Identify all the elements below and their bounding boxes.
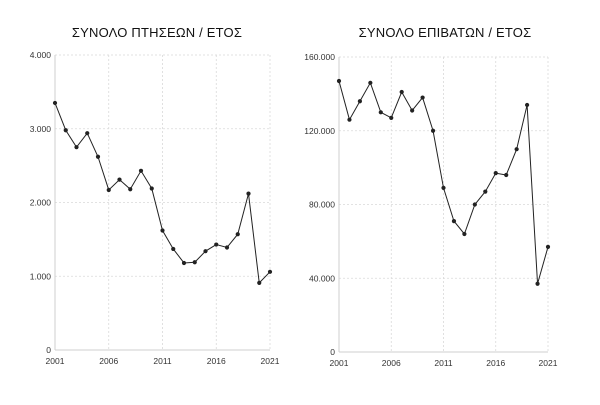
flights-chart-x-ticks: 2001 2006 2011 2016 2021 [46, 356, 280, 366]
flights-chart-data-point [224, 245, 230, 250]
flights-chart-x-tick-label: 2006 [99, 356, 118, 366]
flights-chart-data-point [106, 187, 111, 193]
passengers-chart-data-point [378, 110, 383, 115]
flights-chart-y-tick-label: 4.000 [30, 50, 52, 60]
flights-chart-data-point [235, 232, 240, 237]
flights-chart-x-tick-label: 2001 [46, 356, 65, 366]
flights-chart-data-point [95, 154, 101, 159]
passengers-chart-data-point [441, 185, 446, 191]
flights-chart-x-tick-label: 2011 [153, 356, 172, 366]
flights-chart-data-point [160, 228, 165, 233]
flights-chart-title: ΣΥΝΟΛΟ ΠΤΗΣΕΩΝ / ΕΤΟΣ [72, 25, 242, 40]
flights-chart-data-point [257, 280, 262, 285]
passengers-chart-y-tick-label: 160.000 [304, 52, 335, 62]
passengers-chart-y-ticks: 0 40.000 80.000 120.000 160.000 [304, 52, 335, 357]
flights-chart-data-point [171, 246, 176, 252]
passengers-chart-data-point [410, 108, 415, 113]
passengers-chart-x-tick-label: 2021 [539, 358, 558, 368]
flights-chart-y-tick-label: 3.000 [30, 124, 52, 134]
flights-chart-data-point [203, 249, 208, 254]
flights-chart-grid [55, 54, 271, 350]
passengers-chart-x-ticks: 2001 2006 2011 2016 2021 [330, 358, 558, 368]
flights-chart-y-tick-label: 2.000 [30, 198, 52, 208]
flights-chart: ΣΥΝΟΛΟ ΠΤΗΣΕΩΝ / ΕΤΟΣ 0 1.000 2.000 3.000 4.… [30, 25, 280, 366]
passengers-chart-data-point [347, 117, 352, 122]
passengers-chart-data-point [399, 89, 404, 95]
passengers-chart-data-point [451, 218, 457, 224]
passengers-chart-x-tick-label: 2001 [330, 358, 349, 368]
flights-chart-data-point [246, 191, 251, 196]
passengers-chart-data-point [472, 202, 477, 207]
flights-chart-series [52, 100, 273, 285]
flights-chart-data-point [117, 177, 122, 182]
flights-chart-data-point [63, 128, 68, 133]
passengers-chart-y-tick-label: 120.000 [304, 126, 335, 136]
flights-chart-y-tick-label: 0 [46, 345, 51, 355]
passengers-chart-data-point [493, 171, 498, 176]
flights-chart-data-point [52, 100, 58, 106]
passengers-chart-data-point [420, 95, 425, 100]
passengers-chart-data-point [535, 281, 540, 286]
passengers-chart-x-tick-label: 2011 [434, 358, 453, 368]
flights-chart-data-point [138, 168, 144, 173]
passengers-chart-y-tick-label: 40.000 [309, 273, 335, 283]
passengers-chart-data-point [357, 99, 362, 104]
passengers-chart-x-tick-label: 2016 [486, 358, 505, 368]
flights-chart-data-point [74, 145, 79, 150]
passengers-chart-title: ΣΥΝΟΛΟ ΕΠΙΒΑΤΩΝ / ΕΤΟΣ [359, 25, 532, 40]
passengers-chart-x-tick-label: 2006 [382, 358, 401, 368]
passengers-chart-axes [338, 57, 548, 353]
flights-chart-x-tick-label: 2016 [207, 356, 226, 366]
flights-chart-y-tick-label: 1.000 [30, 271, 52, 281]
passengers-chart-grid [339, 56, 549, 352]
passengers-chart-data-point [368, 80, 373, 85]
passengers-chart-data-point [462, 231, 467, 237]
flights-chart-data-point [128, 187, 133, 192]
flights-chart-data-point [267, 269, 273, 274]
flights-chart-data-point [85, 131, 90, 136]
passengers-chart: ΣΥΝΟΛΟ ΕΠΙΒΑΤΩΝ / ΕΤΟΣ 0 40.000 80.000 120.… [304, 25, 557, 368]
flights-chart-data-point [214, 242, 219, 247]
passengers-chart-data-point [504, 172, 509, 178]
passengers-chart-y-tick-label: 0 [330, 347, 335, 357]
passengers-chart-data-point [525, 102, 530, 108]
passengers-chart-data-point [483, 189, 488, 194]
passengers-chart-data-point [514, 147, 519, 152]
passengers-chart-y-tick-label: 80.000 [309, 200, 335, 210]
flights-chart-data-point [192, 260, 197, 265]
flights-chart-y-ticks: 0 1.000 2.000 3.000 4.000 [30, 50, 52, 355]
passengers-chart-data-point [545, 244, 551, 250]
passengers-chart-series [336, 78, 551, 286]
flights-chart-x-tick-label: 2021 [261, 356, 280, 366]
passengers-chart-data-point [389, 115, 394, 120]
flights-chart-data-point [149, 186, 154, 191]
passengers-chart-data-point [336, 78, 342, 84]
flights-chart-data-point [181, 260, 187, 266]
passengers-chart-data-point [430, 128, 436, 133]
